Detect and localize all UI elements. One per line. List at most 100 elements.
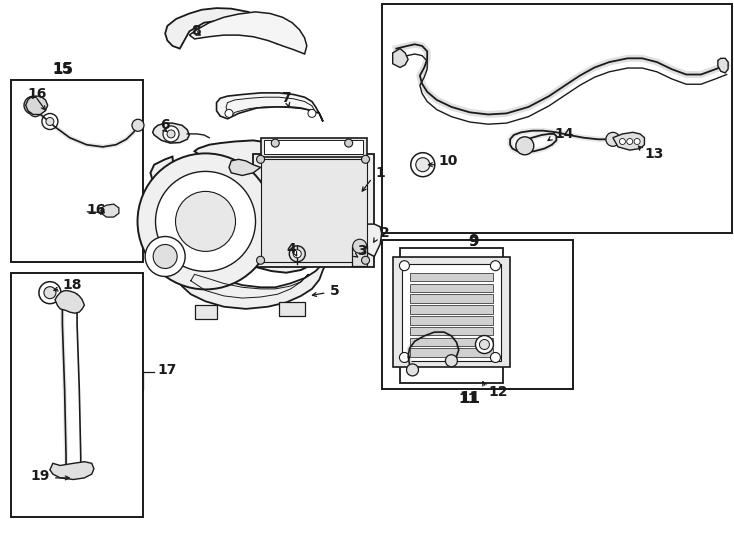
Text: 15: 15 xyxy=(53,62,72,76)
Circle shape xyxy=(132,119,144,131)
Text: 11: 11 xyxy=(459,391,480,406)
Text: 18: 18 xyxy=(62,278,82,292)
Bar xyxy=(11,80,143,262)
Text: 17: 17 xyxy=(158,363,177,377)
Circle shape xyxy=(446,355,457,367)
Circle shape xyxy=(42,113,58,130)
Bar xyxy=(264,140,363,154)
Polygon shape xyxy=(55,291,84,313)
Bar xyxy=(410,305,493,314)
Circle shape xyxy=(46,118,54,125)
Text: 5: 5 xyxy=(330,284,340,298)
Bar xyxy=(261,138,367,157)
Bar xyxy=(410,273,493,281)
Text: 9: 9 xyxy=(468,234,479,249)
Bar xyxy=(410,348,493,357)
Circle shape xyxy=(39,282,61,303)
Text: 10: 10 xyxy=(439,154,458,168)
Circle shape xyxy=(156,171,255,272)
Polygon shape xyxy=(150,140,323,273)
Circle shape xyxy=(163,126,179,142)
Bar xyxy=(195,305,217,319)
Bar xyxy=(261,159,367,262)
Circle shape xyxy=(294,250,301,258)
Text: 19: 19 xyxy=(31,469,50,483)
Circle shape xyxy=(479,340,490,349)
Polygon shape xyxy=(613,132,644,150)
Polygon shape xyxy=(176,254,327,309)
Bar xyxy=(382,240,573,389)
Circle shape xyxy=(490,353,501,362)
Circle shape xyxy=(516,137,534,155)
Bar xyxy=(253,154,374,267)
Bar xyxy=(400,248,503,383)
Text: 2: 2 xyxy=(379,226,389,240)
Circle shape xyxy=(415,158,430,172)
Text: 6: 6 xyxy=(160,118,170,132)
Circle shape xyxy=(476,335,493,354)
Bar xyxy=(352,246,367,266)
Circle shape xyxy=(619,138,625,145)
Polygon shape xyxy=(26,96,48,114)
Circle shape xyxy=(28,100,38,110)
Circle shape xyxy=(490,261,501,271)
Circle shape xyxy=(44,287,56,299)
Circle shape xyxy=(627,138,633,145)
Circle shape xyxy=(289,246,305,262)
Text: 9: 9 xyxy=(468,235,479,249)
Text: 16: 16 xyxy=(28,87,47,102)
Text: 15: 15 xyxy=(52,62,73,77)
Circle shape xyxy=(399,353,410,362)
Circle shape xyxy=(272,139,279,147)
Polygon shape xyxy=(217,93,323,122)
Text: 12: 12 xyxy=(488,384,508,399)
Circle shape xyxy=(411,153,435,177)
Circle shape xyxy=(167,130,175,138)
Text: 3: 3 xyxy=(357,244,367,258)
Circle shape xyxy=(308,110,316,117)
Polygon shape xyxy=(358,224,382,256)
Polygon shape xyxy=(50,462,94,480)
Polygon shape xyxy=(150,243,180,270)
Bar xyxy=(410,316,493,325)
Circle shape xyxy=(407,364,418,376)
Bar xyxy=(402,264,501,361)
Circle shape xyxy=(362,156,369,163)
Bar xyxy=(410,338,493,346)
Circle shape xyxy=(399,261,410,271)
Text: 11: 11 xyxy=(459,392,478,406)
Circle shape xyxy=(634,138,640,145)
Polygon shape xyxy=(153,123,189,143)
Bar xyxy=(410,294,493,303)
Polygon shape xyxy=(393,49,408,68)
Text: 4: 4 xyxy=(286,242,297,256)
Polygon shape xyxy=(229,159,261,176)
Circle shape xyxy=(257,256,264,264)
Text: 8: 8 xyxy=(191,24,200,38)
Circle shape xyxy=(257,156,264,163)
Bar xyxy=(410,284,493,292)
Text: 16: 16 xyxy=(87,202,106,217)
Polygon shape xyxy=(189,12,307,54)
Circle shape xyxy=(137,153,274,289)
Circle shape xyxy=(175,191,236,252)
Circle shape xyxy=(362,256,369,264)
Circle shape xyxy=(606,132,620,146)
Bar xyxy=(410,327,493,335)
Circle shape xyxy=(345,139,352,147)
Circle shape xyxy=(352,239,367,253)
Circle shape xyxy=(29,105,41,117)
Bar xyxy=(11,273,143,517)
Text: 14: 14 xyxy=(554,127,574,141)
Bar xyxy=(279,302,305,316)
Polygon shape xyxy=(718,58,728,73)
Circle shape xyxy=(24,96,42,114)
Circle shape xyxy=(225,110,233,117)
Circle shape xyxy=(145,237,185,276)
Bar xyxy=(393,256,510,367)
Text: 1: 1 xyxy=(376,166,385,180)
Circle shape xyxy=(153,245,177,268)
Text: 13: 13 xyxy=(644,147,664,161)
Bar xyxy=(382,4,732,233)
Polygon shape xyxy=(165,8,277,49)
